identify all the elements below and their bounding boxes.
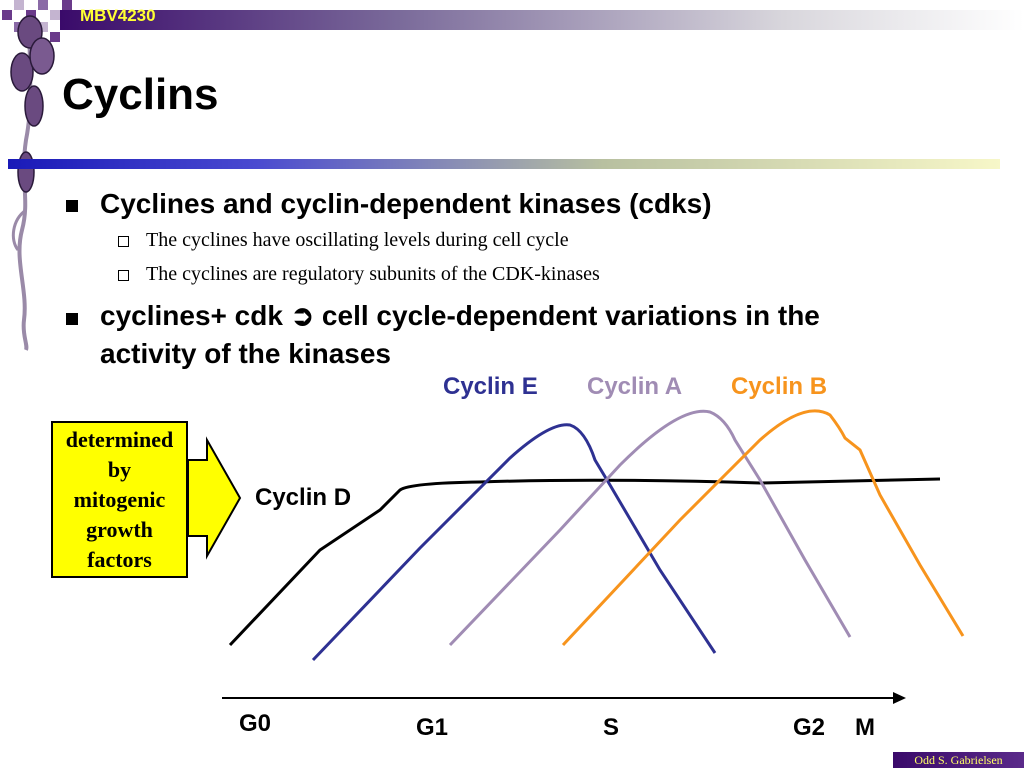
legend-cyclin-a: Cyclin A <box>587 373 683 400</box>
series-line-cyclin-d <box>228 477 941 647</box>
bullet-2-line-1: cyclines+ cdk ➲ cell cycle-dependent var… <box>100 297 820 335</box>
sub-bullet-marker <box>118 270 129 281</box>
vine-decoration <box>10 15 55 351</box>
time-axis-arrowhead <box>893 692 906 704</box>
series-line-cyclin-e <box>311 423 717 662</box>
series-label-cyclin-d: Cyclin D <box>255 484 352 511</box>
mitogenic-note-box: determined by mitogenic growth factors <box>51 421 188 578</box>
slide-title: Cyclins <box>62 70 219 119</box>
legend-cyclin-e: Cyclin E <box>443 373 538 400</box>
sub-bullet-2: The cyclines are regulatory subunits of … <box>146 263 600 285</box>
title-divider <box>8 159 1000 169</box>
phase-label-g0: G0 <box>239 710 272 737</box>
phase-label-s: S <box>603 714 620 741</box>
course-code: MBV4230 <box>80 6 156 25</box>
sub-bullet-marker <box>118 236 129 247</box>
phase-label-g1: G1 <box>416 714 449 741</box>
bullet-2-text-after: cell cycle-dependent variations in the <box>314 300 820 331</box>
bullet-marker <box>66 200 78 212</box>
bullet-1-text: Cyclines and cyclin-dependent kinases (c… <box>100 188 712 219</box>
series-line-cyclin-b <box>561 409 965 647</box>
bullet-marker <box>66 313 78 325</box>
arrow-symbol: ➲ <box>290 300 315 331</box>
block-arrow-shape <box>187 436 242 560</box>
series-line-cyclin-a <box>448 409 852 647</box>
note-text: determined by mitogenic growth factors <box>65 426 174 572</box>
bullet-2-line-2: activity of the kinases <box>100 338 392 369</box>
legend-cyclin-b: Cyclin B <box>731 373 828 400</box>
sub-bullet-1: The cyclines have oscillating levels dur… <box>146 229 569 251</box>
phase-label-g2: G2 <box>793 714 826 741</box>
bullet-2-text-before: cyclines+ cdk <box>100 300 291 331</box>
header-bar <box>60 10 1024 30</box>
author-footer: Odd S. Gabrielsen <box>893 752 1024 768</box>
phase-label-m: M <box>855 714 875 741</box>
